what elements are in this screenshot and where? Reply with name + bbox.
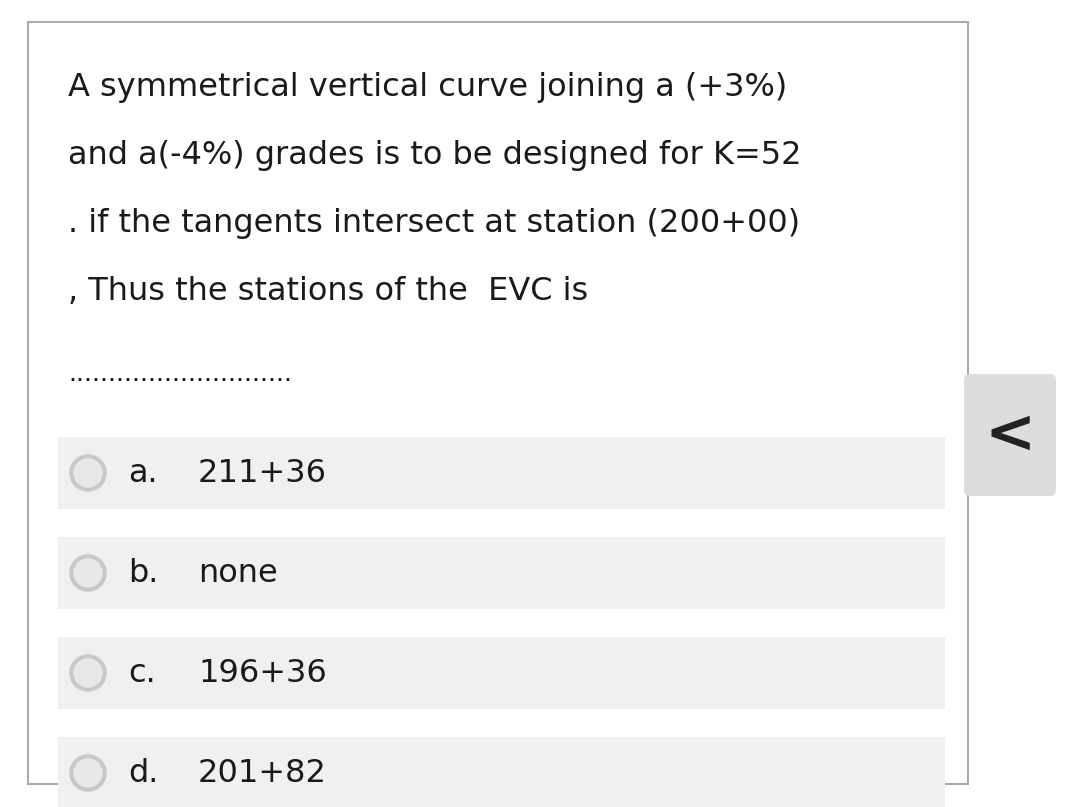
Circle shape xyxy=(70,755,106,791)
Bar xyxy=(28,22,968,784)
Circle shape xyxy=(74,759,102,787)
Text: , Thus the stations of the  EVC is: , Thus the stations of the EVC is xyxy=(68,276,589,307)
Bar xyxy=(58,637,945,709)
Text: A symmetrical vertical curve joining a (+3%): A symmetrical vertical curve joining a (… xyxy=(68,72,788,103)
Bar xyxy=(58,737,945,807)
Text: 196+36: 196+36 xyxy=(198,658,326,688)
FancyBboxPatch shape xyxy=(964,374,1056,496)
Bar xyxy=(58,437,945,509)
Text: c.: c. xyxy=(128,658,156,688)
Circle shape xyxy=(74,659,102,687)
Text: . if the tangents intersect at station (200+00): . if the tangents intersect at station (… xyxy=(68,208,800,239)
Text: 201+82: 201+82 xyxy=(198,758,327,788)
Text: ............................: ............................ xyxy=(68,362,292,386)
Text: <: < xyxy=(984,405,1036,465)
Circle shape xyxy=(74,559,102,587)
Circle shape xyxy=(70,655,106,691)
Text: a.: a. xyxy=(128,458,157,488)
Circle shape xyxy=(70,555,106,591)
Text: and a(-4%) grades is to be designed for K=52: and a(-4%) grades is to be designed for … xyxy=(68,140,801,171)
Text: none: none xyxy=(198,558,278,588)
Text: b.: b. xyxy=(128,558,158,588)
Circle shape xyxy=(70,455,106,491)
Text: 211+36: 211+36 xyxy=(198,458,327,488)
Bar xyxy=(58,537,945,609)
Text: d.: d. xyxy=(128,758,158,788)
Circle shape xyxy=(74,459,102,487)
